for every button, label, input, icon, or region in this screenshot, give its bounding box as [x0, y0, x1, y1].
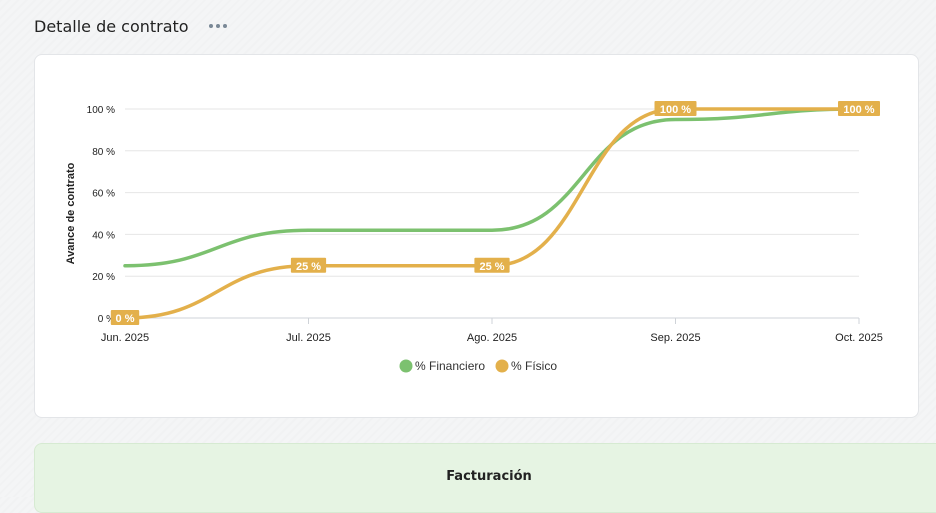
progress-line-chart: 0 % 20 % 40 % 60 % 80 % 100 % Jun. 2025 Jul. 20…: [65, 101, 883, 373]
billing-panel: Facturación: [34, 443, 936, 513]
legend-marker: [495, 359, 509, 373]
y-tick-label: 40 %: [92, 230, 115, 241]
x-tick-label: Jun. 2025: [101, 332, 149, 344]
y-tick-label: 100 %: [87, 105, 115, 116]
legend-label: % Financiero: [415, 359, 485, 373]
more-dot-icon: [222, 24, 227, 28]
more-dot-icon: [215, 24, 220, 28]
y-tick-label: 60 %: [92, 189, 115, 200]
y-tick-label: 0 %: [98, 314, 115, 325]
series-line-fisico: [123, 107, 861, 320]
series-line-financiero: [123, 107, 861, 268]
data-label-box: [838, 101, 880, 116]
page-title: Detalle de contrato: [34, 16, 189, 36]
data-label: 25 %: [479, 261, 504, 273]
y-axis-title: Avance de contrato: [65, 162, 77, 264]
x-tick-label: Oct. 2025: [835, 332, 883, 344]
data-label: 100 %: [843, 104, 874, 116]
data-label-box: [474, 257, 510, 273]
more-options-button[interactable]: [207, 20, 229, 32]
data-label-box: [110, 310, 140, 325]
x-tick-label: Sep. 2025: [650, 332, 700, 344]
y-tick-label: 20 %: [92, 272, 115, 283]
billing-panel-title: Facturación: [446, 469, 532, 484]
data-label: 100 %: [660, 104, 691, 116]
data-label: 25 %: [296, 261, 321, 273]
x-tick-label: Ago. 2025: [467, 332, 517, 344]
x-tick-label: Jul. 2025: [286, 332, 331, 344]
chart-card: 0 % 20 % 40 % 60 % 80 % 100 % Jun. 2025 Jul. 20…: [34, 54, 919, 418]
data-label: 0 %: [116, 313, 135, 325]
data-label-box: [290, 257, 327, 273]
data-label-box: [654, 101, 697, 116]
legend-marker: [399, 359, 413, 373]
header: Detalle de contrato: [34, 14, 229, 38]
legend-label: % Físico: [511, 359, 557, 373]
y-tick-label: 80 %: [92, 147, 115, 158]
more-dot-icon: [208, 24, 213, 28]
